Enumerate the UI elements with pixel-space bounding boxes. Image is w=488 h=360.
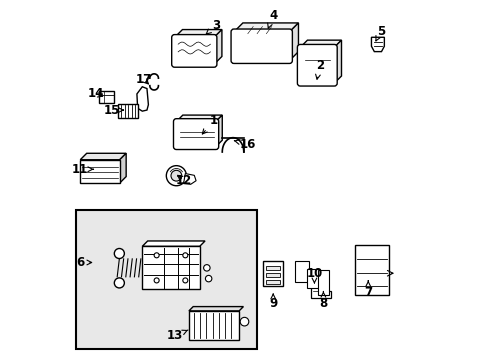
FancyBboxPatch shape [171, 35, 217, 67]
Circle shape [183, 253, 187, 258]
Text: 8: 8 [319, 292, 327, 310]
Polygon shape [214, 30, 222, 64]
Circle shape [154, 278, 159, 283]
Circle shape [203, 265, 210, 271]
FancyBboxPatch shape [142, 246, 199, 289]
Text: 5: 5 [375, 25, 384, 41]
Text: 11: 11 [71, 163, 93, 176]
Text: 1: 1 [202, 114, 218, 134]
Text: 9: 9 [268, 294, 277, 310]
FancyBboxPatch shape [263, 261, 283, 286]
Polygon shape [142, 241, 204, 246]
Text: 15: 15 [103, 104, 123, 117]
FancyBboxPatch shape [294, 261, 308, 282]
FancyBboxPatch shape [188, 311, 239, 339]
FancyBboxPatch shape [80, 160, 120, 183]
FancyBboxPatch shape [265, 273, 280, 277]
Text: 12: 12 [175, 174, 191, 186]
FancyBboxPatch shape [76, 211, 257, 348]
Polygon shape [233, 23, 298, 32]
Circle shape [171, 170, 182, 181]
Polygon shape [371, 37, 384, 51]
Text: 6: 6 [76, 256, 91, 269]
FancyBboxPatch shape [317, 270, 328, 295]
Text: 13: 13 [166, 329, 187, 342]
Polygon shape [120, 153, 126, 183]
Polygon shape [183, 174, 196, 184]
FancyBboxPatch shape [99, 91, 113, 103]
Circle shape [166, 166, 186, 186]
FancyBboxPatch shape [265, 280, 280, 284]
Circle shape [154, 253, 159, 258]
Text: 4: 4 [267, 9, 277, 28]
Polygon shape [334, 40, 341, 83]
Text: 2: 2 [315, 59, 323, 79]
Polygon shape [80, 153, 126, 160]
Polygon shape [300, 40, 341, 47]
Circle shape [114, 278, 124, 288]
FancyBboxPatch shape [297, 44, 337, 86]
Text: 14: 14 [87, 87, 103, 100]
FancyBboxPatch shape [173, 119, 218, 149]
Circle shape [205, 275, 211, 282]
Polygon shape [215, 115, 222, 147]
Polygon shape [310, 286, 330, 298]
Polygon shape [289, 23, 298, 60]
Text: 16: 16 [234, 138, 256, 150]
Text: 10: 10 [305, 267, 322, 283]
Circle shape [183, 278, 187, 283]
FancyBboxPatch shape [354, 244, 388, 295]
Polygon shape [176, 115, 222, 122]
Text: 17: 17 [136, 73, 152, 86]
FancyBboxPatch shape [306, 269, 319, 288]
Text: 3: 3 [206, 19, 220, 34]
Polygon shape [174, 30, 222, 37]
Circle shape [240, 318, 248, 326]
FancyBboxPatch shape [230, 29, 292, 63]
Polygon shape [188, 307, 243, 311]
Circle shape [114, 248, 124, 258]
FancyBboxPatch shape [118, 104, 138, 118]
Text: 7: 7 [364, 281, 371, 300]
Polygon shape [137, 87, 148, 111]
FancyBboxPatch shape [265, 266, 280, 270]
